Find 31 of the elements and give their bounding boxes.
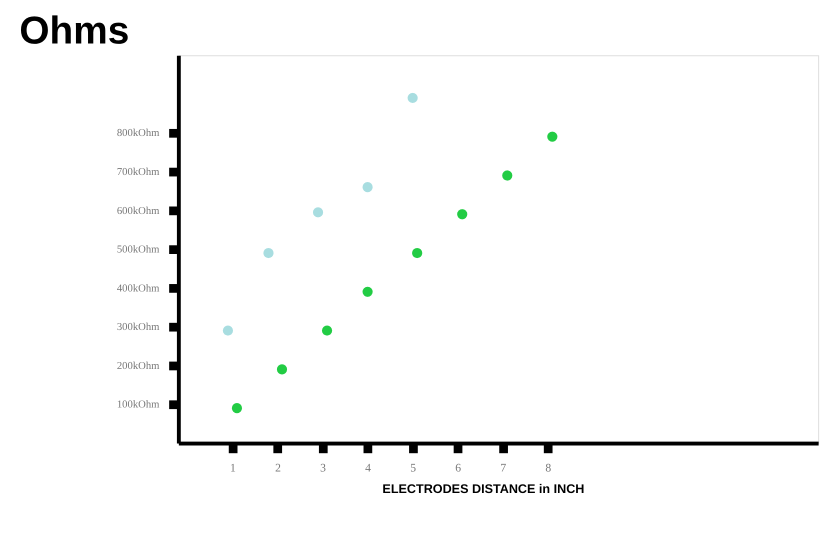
y-tick-label: 500kOhm bbox=[116, 244, 160, 256]
y-tick-label: 300kOhm bbox=[116, 322, 160, 334]
point bbox=[276, 364, 288, 374]
point bbox=[222, 326, 234, 336]
y-tick-label: 700kOhm bbox=[116, 166, 160, 178]
x-axis-title: ELECTRODES DISTANCE in INCH bbox=[382, 482, 584, 496]
point bbox=[232, 403, 242, 414]
y-tick-label: 100kOhm bbox=[116, 400, 160, 411]
x-tick-label: 3 bbox=[320, 462, 326, 475]
y-tick-label: 800kOhm bbox=[116, 128, 160, 140]
point bbox=[412, 248, 422, 258]
point bbox=[322, 326, 332, 336]
point bbox=[547, 132, 558, 142]
x-tick-label: 2 bbox=[275, 462, 282, 475]
point bbox=[408, 92, 418, 104]
point bbox=[362, 182, 373, 192]
y-tick-label: 400kOhm bbox=[116, 283, 160, 294]
x-tick-label: 6 bbox=[455, 462, 462, 475]
point bbox=[312, 207, 324, 218]
x-tick-label: 7 bbox=[500, 462, 506, 475]
y-tick-label: 200kOhm bbox=[116, 360, 160, 372]
x-tick-label: 1 bbox=[230, 462, 236, 475]
point bbox=[502, 170, 512, 181]
y-tick-label: 600kOhm bbox=[116, 206, 160, 217]
chart-title: Ohms bbox=[19, 10, 130, 53]
point bbox=[263, 248, 274, 258]
point bbox=[457, 209, 468, 220]
point bbox=[362, 286, 373, 297]
x-tick-label: 8 bbox=[545, 462, 552, 475]
x-tick-label: 5 bbox=[410, 462, 416, 475]
x-tick-label: 4 bbox=[365, 462, 372, 475]
